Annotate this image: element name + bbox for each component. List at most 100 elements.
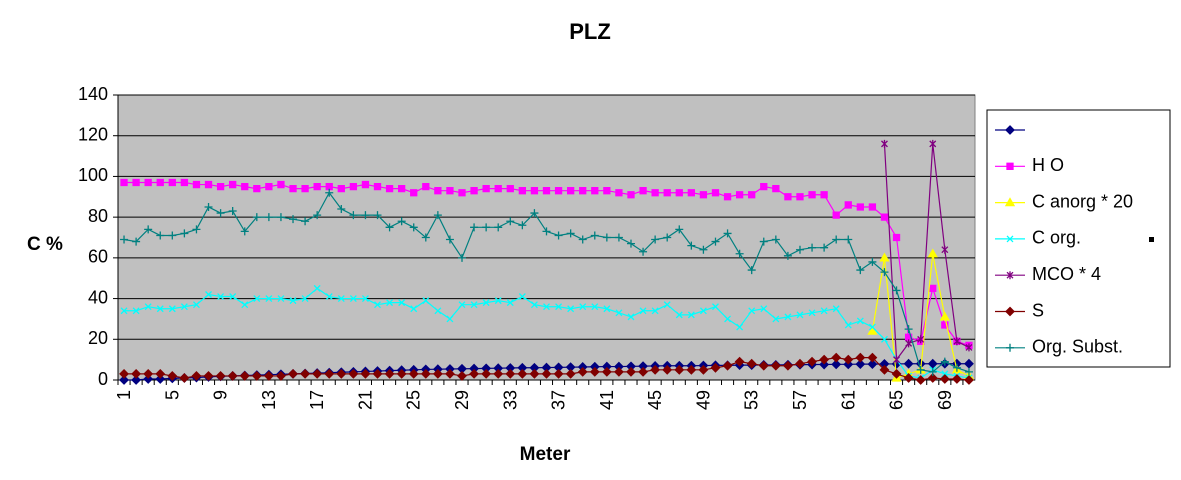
data-point	[398, 299, 406, 307]
x-tick-label: 13	[259, 390, 279, 410]
data-point	[904, 325, 913, 334]
data-point	[263, 371, 274, 381]
data-point	[881, 335, 888, 343]
data-point	[386, 299, 394, 307]
data-point	[734, 356, 745, 367]
data-point	[626, 239, 635, 248]
data-point	[711, 237, 720, 246]
legend-label: H O	[1032, 155, 1064, 175]
legend-marker	[1006, 343, 1014, 352]
data-point	[192, 301, 200, 309]
data-point	[772, 184, 780, 193]
data-point	[590, 231, 599, 240]
data-point	[530, 187, 539, 195]
data-point	[626, 366, 636, 377]
data-point	[687, 311, 695, 319]
data-point	[880, 213, 889, 221]
data-point	[217, 293, 225, 300]
data-point	[844, 321, 852, 329]
data-point	[928, 367, 937, 376]
data-point	[844, 201, 852, 209]
data-point	[336, 368, 347, 379]
legend-label: Org. Subst.	[1032, 337, 1123, 357]
data-point	[855, 352, 866, 363]
x-tick-label: 17	[307, 390, 327, 410]
data-point	[179, 373, 190, 383]
data-point	[964, 367, 973, 376]
data-point	[408, 368, 419, 379]
data-point	[349, 182, 358, 191]
data-point	[120, 178, 128, 187]
data-point	[951, 374, 962, 384]
data-point	[156, 178, 164, 187]
data-point	[698, 364, 709, 375]
data-point	[567, 305, 575, 313]
data-point	[868, 323, 876, 331]
data-point	[410, 189, 418, 197]
data-point	[239, 371, 250, 381]
data-point	[735, 249, 744, 258]
data-point	[445, 368, 455, 379]
data-point	[349, 211, 358, 220]
data-point	[300, 368, 311, 379]
data-point	[543, 303, 550, 311]
data-point	[832, 211, 840, 219]
data-point	[712, 303, 719, 311]
data-point	[795, 358, 805, 369]
data-point	[301, 295, 309, 303]
data-point	[782, 360, 793, 371]
data-point	[397, 217, 406, 226]
data-point	[627, 191, 635, 199]
data-point	[807, 356, 817, 367]
data-point	[422, 182, 430, 191]
data-point	[832, 235, 841, 244]
legend-label: MCO * 4	[1032, 264, 1101, 284]
data-point	[432, 368, 443, 379]
y-tick-label: 120	[78, 124, 108, 144]
x-tick-label: 57	[790, 390, 810, 410]
data-point	[639, 307, 647, 315]
data-point	[120, 307, 128, 315]
legend-label: C anorg * 20	[1032, 191, 1133, 211]
data-point	[578, 235, 587, 244]
data-point	[506, 217, 515, 226]
data-point	[434, 307, 442, 315]
data-point	[748, 307, 756, 315]
data-point	[312, 368, 323, 379]
x-tick-label: 25	[404, 390, 424, 410]
data-point	[446, 315, 454, 323]
y-tick-label: 140	[78, 84, 108, 104]
data-point	[650, 364, 661, 375]
data-point	[253, 184, 261, 193]
data-point	[927, 373, 938, 383]
data-point	[155, 374, 166, 384]
data-point	[289, 297, 297, 305]
data-point	[879, 364, 890, 375]
data-point	[530, 209, 539, 218]
data-point	[131, 368, 142, 379]
data-point	[434, 187, 442, 195]
data-point	[156, 231, 165, 240]
data-point	[893, 355, 901, 364]
data-point	[566, 229, 575, 238]
data-point	[458, 301, 466, 309]
data-point	[180, 303, 188, 311]
data-point	[916, 365, 925, 374]
data-point	[192, 225, 201, 234]
data-point	[119, 375, 129, 385]
y-tick-label: 40	[88, 287, 108, 307]
y-tick-label: 80	[88, 206, 108, 226]
data-point	[289, 215, 298, 224]
data-point	[337, 205, 346, 213]
data-point	[180, 178, 189, 187]
data-point	[276, 213, 285, 222]
data-point	[384, 368, 395, 379]
data-point	[760, 182, 768, 191]
data-point	[579, 303, 587, 311]
data-point	[675, 189, 683, 197]
data-point	[566, 187, 575, 195]
data-point	[482, 223, 491, 232]
data-point	[251, 371, 262, 381]
data-point	[759, 237, 768, 246]
data-point	[481, 368, 492, 379]
